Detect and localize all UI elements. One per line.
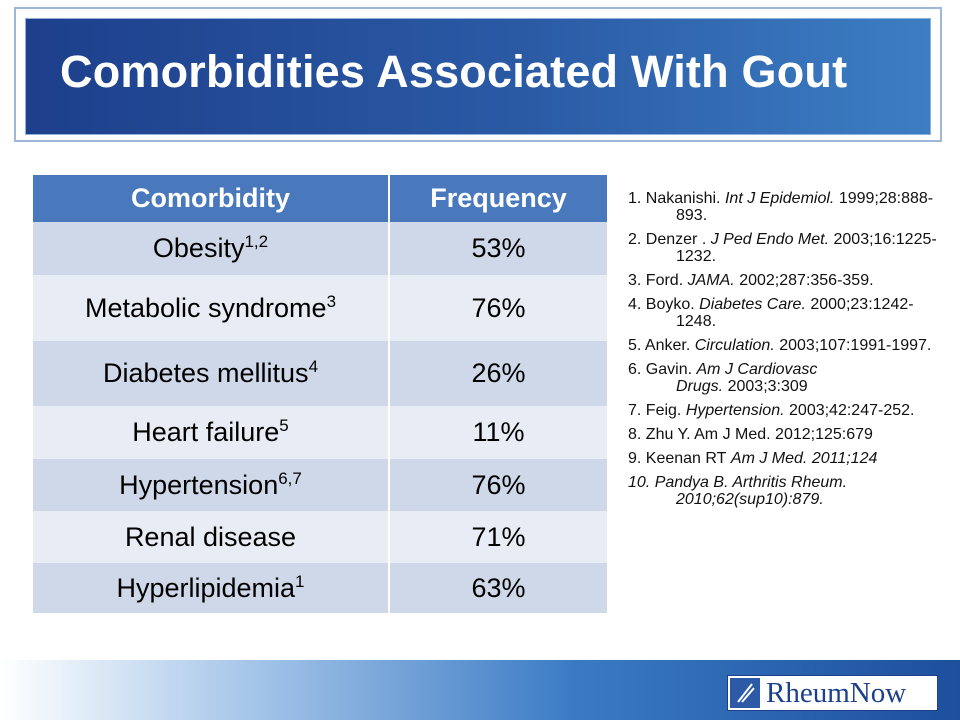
table-row: Metabolic syndrome3 76% <box>33 275 607 341</box>
comorbidity-label: Heart failure <box>132 417 280 447</box>
footer-band: RheumNow <box>0 660 960 720</box>
reference-text: 1999;28:888-893. <box>676 190 934 224</box>
comorbidity-cell: Obesity1,2 <box>33 222 390 275</box>
comorbidity-label: Diabetes mellitus <box>102 358 309 388</box>
comorbidity-label: Metabolic syndrome <box>84 292 327 323</box>
reference-text: 10. Pandya B. Arthritis Rheum. 2010;62(s… <box>628 474 848 508</box>
reference: 3. Ford. JAMA. 2002;287:356-359. <box>628 272 938 289</box>
reference-text: 5. Anker. <box>628 337 691 354</box>
comorbidity-label: Hypertension <box>119 469 279 500</box>
frequency-cell: 26% <box>389 341 607 406</box>
reference-superscript: 3 <box>326 291 337 311</box>
comorbidity-cell: Hypertension6,7 <box>33 459 390 511</box>
reference-text: JAMA. <box>687 272 735 289</box>
frequency-cell: 76% <box>389 459 607 511</box>
comorbidity-label: Renal disease <box>124 521 297 552</box>
reference: 10. Pandya B. Arthritis Rheum. 2010;62(s… <box>628 474 938 508</box>
table-row: Hypertension6,7 76% <box>33 459 607 511</box>
reference-text: 4. Boyko. <box>628 296 695 313</box>
comorbidity-label: Obesity <box>152 233 245 263</box>
reference-superscript: 4 <box>308 357 319 376</box>
comorbidity-cell: Metabolic syndrome3 <box>33 275 390 341</box>
table-row: Heart failure5 11% <box>33 406 607 459</box>
reference: 1. Nakanishi. Int J Epidemiol. 1999;28:888… <box>628 190 938 224</box>
column-header: Comorbidity <box>33 175 390 222</box>
reference-text: 1. Nakanishi. <box>628 190 721 207</box>
header-row: Comorbidity Frequency <box>33 175 607 222</box>
table-row: Renal disease 71% <box>33 511 607 563</box>
reference-text: 6. Gavin. <box>628 361 693 378</box>
column-header: Frequency <box>389 175 607 222</box>
reference-superscript: 6,7 <box>278 468 302 488</box>
frequency-cell: 63% <box>389 563 607 613</box>
title-band: Comorbidities Associated With Gout <box>25 18 931 135</box>
reference-text: 2000;23:1242-1248. <box>676 296 914 330</box>
comorbidity-cell: Renal disease <box>33 511 390 563</box>
frequency-cell: 76% <box>389 275 607 341</box>
reference-text: 2003;16:1225-1232. <box>676 231 937 265</box>
reference-text: Am J Med. 2011;124 <box>730 450 878 467</box>
title-frame: Comorbidities Associated With Gout <box>14 7 942 142</box>
reference-text: 2003;42:247-252. <box>789 402 915 419</box>
references: 1. Nakanishi. Int J Epidemiol. 1999;28:888… <box>628 190 938 515</box>
title: Comorbidities Associated With Gout <box>60 46 848 97</box>
reference-superscript: 5 <box>279 416 289 435</box>
logo: RheumNow <box>727 675 938 711</box>
reference-text: Int J Epidemiol. <box>724 190 835 207</box>
comorbidity-label: Hyperlipidemia <box>116 572 296 603</box>
table-row: Hyperlipidemia1 63% <box>33 563 607 613</box>
reference: 7. Feig. Hypertension. 2003;42:247-252. <box>628 402 938 419</box>
reference-superscript: 1,2 <box>244 232 269 251</box>
frequency-cell: 53% <box>389 222 607 275</box>
reference: 9. Keenan RT Am J Med. 2011;124 <box>628 450 938 467</box>
reference-text: Am J Cardiovasc Drugs. <box>676 361 818 395</box>
reference-text: Circulation. <box>694 337 775 354</box>
reference-text: 8. Zhu Y. Am J Med. 2012;125:679 <box>628 426 873 443</box>
logo-text: RheumNow <box>766 677 907 709</box>
table-body: Obesity1,2 53% Metabolic syndrome3 76% Diabe… <box>33 222 607 613</box>
reference-text: J Ped Endo Met. <box>710 231 830 248</box>
reference-text: 2002;287:356-359. <box>739 272 874 289</box>
comorbidity-cell: Heart failure5 <box>33 406 390 459</box>
reference: 2. Denzer .J Ped Endo Met. 2003;16:1225-1… <box>628 231 938 265</box>
reference-text: 2003;3:309 <box>727 378 808 395</box>
frequency-cell: 11% <box>389 406 607 459</box>
comorbidity-cell: Hyperlipidemia1 <box>33 563 390 613</box>
reference-text: 2. Denzer . <box>628 231 707 248</box>
reference: 5. Anker. Circulation. 2003;107:1991-1997. <box>628 337 938 354</box>
reference-text: 2003;107:1991-1997. <box>779 337 932 354</box>
reference: 8. Zhu Y. Am J Med. 2012;125:679 <box>628 426 938 443</box>
reference: 4. Boyko. Diabetes Care. 2000;23:1242-1248… <box>628 296 938 330</box>
frequency-cell: 71% <box>389 511 607 563</box>
reference-text: Hypertension. <box>685 402 785 419</box>
reference: 6. Gavin. Am J Cardiovasc Drugs. 2003;3:30… <box>628 361 938 395</box>
reference-text: Diabetes Care. <box>699 296 806 313</box>
comorbidity-table: Comorbidity Frequency Obesity1,2 53% Metab… <box>33 175 607 613</box>
logo-icon <box>730 678 760 708</box>
reference-text: 3. Ford. <box>628 272 684 289</box>
reference-superscript: 1 <box>295 571 305 591</box>
comorbidity-cell: Diabetes mellitus4 <box>33 341 390 406</box>
reference-text: 9. Keenan RT <box>628 450 727 467</box>
table-row: Diabetes mellitus4 26% <box>33 341 607 406</box>
table-row: Obesity1,2 53% <box>33 222 607 275</box>
reference-text: 7. Feig. <box>628 402 682 419</box>
